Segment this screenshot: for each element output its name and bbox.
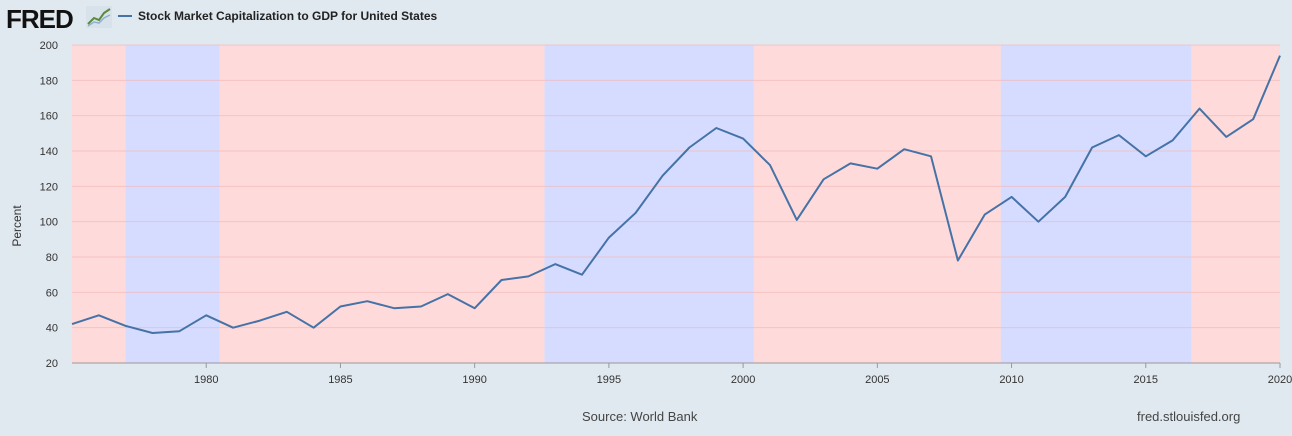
y-tick-label-40: 40 bbox=[46, 323, 58, 335]
plot-area: 20 40 60 80 100 120 140 160 180 200 1980 1985 1990 1… bbox=[0, 36, 1292, 401]
data-point-2011[interactable] bbox=[1035, 219, 1041, 225]
y-tick-label-120: 120 bbox=[40, 181, 58, 193]
grid-lines bbox=[72, 44, 1280, 364]
data-point-2013[interactable] bbox=[1089, 144, 1095, 150]
data-point-1989[interactable] bbox=[445, 291, 451, 297]
y-tick-label-160: 160 bbox=[40, 111, 58, 123]
series-line-0[interactable] bbox=[71, 55, 1281, 334]
data-point-1983[interactable] bbox=[284, 309, 290, 315]
shaded-band-6 bbox=[1191, 45, 1280, 363]
data-point-2010[interactable] bbox=[1009, 194, 1015, 200]
data-point-2012[interactable] bbox=[1062, 194, 1068, 200]
data-point-1992[interactable] bbox=[525, 273, 531, 279]
chart-header: FRED Stock Market Capitalization to GDP … bbox=[0, 0, 1292, 36]
y-tick-label-180: 180 bbox=[40, 75, 58, 87]
data-point-1987[interactable] bbox=[391, 305, 397, 311]
shaded-band-3 bbox=[544, 45, 754, 363]
data-point-1981[interactable] bbox=[230, 325, 236, 331]
data-point-1980[interactable] bbox=[203, 312, 209, 318]
data-point-2005[interactable] bbox=[874, 166, 880, 172]
data-point-2018[interactable] bbox=[1223, 134, 1229, 140]
data-point-1998[interactable] bbox=[686, 144, 692, 150]
y-axis-title: Percent bbox=[10, 205, 24, 247]
shaded-band-4 bbox=[753, 45, 1001, 363]
x-tick-label-1990: 1990 bbox=[462, 374, 486, 386]
data-point-1982[interactable] bbox=[257, 318, 263, 324]
y-tick-label-80: 80 bbox=[46, 252, 58, 264]
data-point-1994[interactable] bbox=[579, 272, 585, 278]
fred-url[interactable]: fred.stlouisfed.org bbox=[1137, 409, 1241, 424]
data-point-1978[interactable] bbox=[150, 330, 156, 336]
legend-label: Stock Market Capitalization to GDP for U… bbox=[138, 9, 438, 23]
legend-swatch bbox=[118, 15, 132, 17]
data-point-1979[interactable] bbox=[176, 328, 182, 334]
data-point-1986[interactable] bbox=[364, 298, 370, 304]
data-point-1984[interactable] bbox=[311, 325, 317, 331]
x-axis-ticks: 1980 1985 1990 1995 2000 2005 2010 2015 2020 bbox=[194, 363, 1292, 386]
y-tick-label-20: 20 bbox=[46, 358, 58, 370]
data-point-1995[interactable] bbox=[606, 235, 612, 241]
data-point-2004[interactable] bbox=[847, 160, 853, 166]
data-point-2015[interactable] bbox=[1143, 153, 1149, 159]
x-tick-label-2005: 2005 bbox=[865, 374, 889, 386]
data-point-2019[interactable] bbox=[1250, 116, 1256, 122]
data-point-1991[interactable] bbox=[499, 277, 505, 283]
line-graph-icon bbox=[86, 6, 112, 28]
x-tick-label-2020: 2020 bbox=[1268, 374, 1292, 386]
data-point-1996[interactable] bbox=[633, 210, 639, 216]
source-note: Source: World Bank bbox=[582, 409, 698, 424]
data-point-2014[interactable] bbox=[1116, 132, 1122, 138]
data-point-2007[interactable] bbox=[928, 153, 934, 159]
shaded-band-1 bbox=[125, 45, 220, 363]
x-tick-label-1980: 1980 bbox=[194, 374, 218, 386]
shaded-band-0 bbox=[72, 45, 126, 363]
data-point-1993[interactable] bbox=[552, 261, 558, 267]
data-point-1977[interactable] bbox=[123, 323, 129, 329]
legend: Stock Market Capitalization to GDP for U… bbox=[118, 9, 437, 23]
data-point-2001[interactable] bbox=[767, 162, 773, 168]
data-point-2009[interactable] bbox=[982, 212, 988, 218]
data-point-1975[interactable] bbox=[69, 321, 75, 327]
recession-bands bbox=[72, 45, 1280, 363]
data-point-2003[interactable] bbox=[821, 176, 827, 182]
fred-logo[interactable]: FRED bbox=[6, 4, 74, 34]
y-tick-label-60: 60 bbox=[46, 287, 58, 299]
x-tick-label-1995: 1995 bbox=[597, 374, 621, 386]
x-tick-label-2015: 2015 bbox=[1134, 374, 1158, 386]
y-axis-ticks: 20 40 60 80 100 120 140 160 180 200 bbox=[40, 40, 58, 370]
data-point-2017[interactable] bbox=[1196, 106, 1202, 112]
data-point-1997[interactable] bbox=[660, 173, 666, 179]
y-tick-label-100: 100 bbox=[40, 217, 58, 229]
data-point-1988[interactable] bbox=[418, 303, 424, 309]
data-point-2002[interactable] bbox=[794, 217, 800, 223]
data-point-2006[interactable] bbox=[901, 146, 907, 152]
data-point-2000[interactable] bbox=[740, 136, 746, 142]
shaded-band-2 bbox=[219, 45, 545, 363]
data-point-2020[interactable] bbox=[1277, 53, 1283, 59]
x-tick-label-1985: 1985 bbox=[328, 374, 352, 386]
data-point-1990[interactable] bbox=[472, 305, 478, 311]
x-tick-label-2000: 2000 bbox=[731, 374, 755, 386]
data-point-2016[interactable] bbox=[1170, 137, 1176, 143]
data-point-1976[interactable] bbox=[96, 312, 102, 318]
y-tick-label-140: 140 bbox=[40, 146, 58, 158]
shaded-band-5 bbox=[1000, 45, 1192, 363]
data-point-1985[interactable] bbox=[337, 303, 343, 309]
data-point-1999[interactable] bbox=[713, 125, 719, 131]
series-layer bbox=[69, 53, 1283, 336]
data-point-2008[interactable] bbox=[955, 258, 961, 264]
y-tick-label-200: 200 bbox=[40, 40, 58, 52]
x-tick-label-2010: 2010 bbox=[999, 374, 1023, 386]
